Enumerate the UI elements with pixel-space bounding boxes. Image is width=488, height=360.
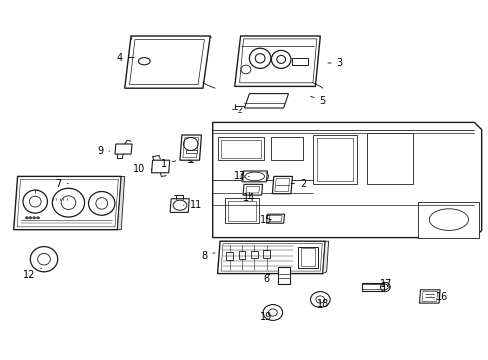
Polygon shape [244,94,288,108]
Text: 5: 5 [310,96,325,106]
Ellipse shape [263,305,282,320]
Bar [361,283,383,291]
Text: 17: 17 [373,279,392,289]
Polygon shape [117,176,124,230]
Bar [221,140,261,158]
Text: 6: 6 [263,274,269,284]
Text: 7: 7 [56,179,68,189]
Bar [298,247,317,268]
Bar [185,150,196,153]
Polygon shape [124,36,210,88]
Polygon shape [115,144,132,154]
Text: 15: 15 [260,215,272,225]
Polygon shape [14,176,121,230]
Ellipse shape [30,247,58,272]
Polygon shape [151,160,169,173]
Bar [316,138,352,181]
Ellipse shape [33,217,36,219]
Text: 3: 3 [327,58,342,68]
Bar [312,135,356,184]
Polygon shape [322,241,328,274]
Polygon shape [217,241,325,274]
Bar [217,137,264,160]
Text: 19: 19 [260,312,272,322]
Bar [224,198,259,223]
Bar [417,202,478,238]
Polygon shape [242,171,267,182]
Bar [366,133,412,184]
Text: 14: 14 [243,193,255,203]
Text: 12: 12 [23,268,41,280]
Text: 18: 18 [316,299,328,309]
Polygon shape [180,135,201,160]
Text: 8: 8 [201,251,215,261]
Ellipse shape [29,217,32,219]
Polygon shape [243,184,262,195]
Bar [300,248,315,266]
Polygon shape [419,290,439,303]
Bar [291,58,307,65]
Bar [226,252,233,260]
Text: 2: 2 [291,179,305,189]
Polygon shape [272,176,292,194]
Ellipse shape [25,217,28,219]
Text: 13: 13 [233,171,249,181]
Bar [250,251,257,258]
Bar [271,137,303,160]
Ellipse shape [315,296,324,303]
Polygon shape [234,36,320,86]
Text: 11: 11 [183,200,202,210]
Ellipse shape [310,292,329,307]
Text: 16: 16 [430,292,448,302]
Ellipse shape [37,217,40,219]
Text: 1: 1 [161,159,175,169]
Bar [238,251,245,259]
Bar [277,267,289,284]
Polygon shape [266,214,284,223]
Bar [263,250,269,258]
Text: 10: 10 [133,164,151,174]
Ellipse shape [268,309,277,316]
Polygon shape [170,199,189,212]
Polygon shape [212,122,481,238]
Ellipse shape [138,58,150,65]
Bar [228,201,255,221]
Text: 4: 4 [117,53,134,63]
Text: 9: 9 [97,146,109,156]
